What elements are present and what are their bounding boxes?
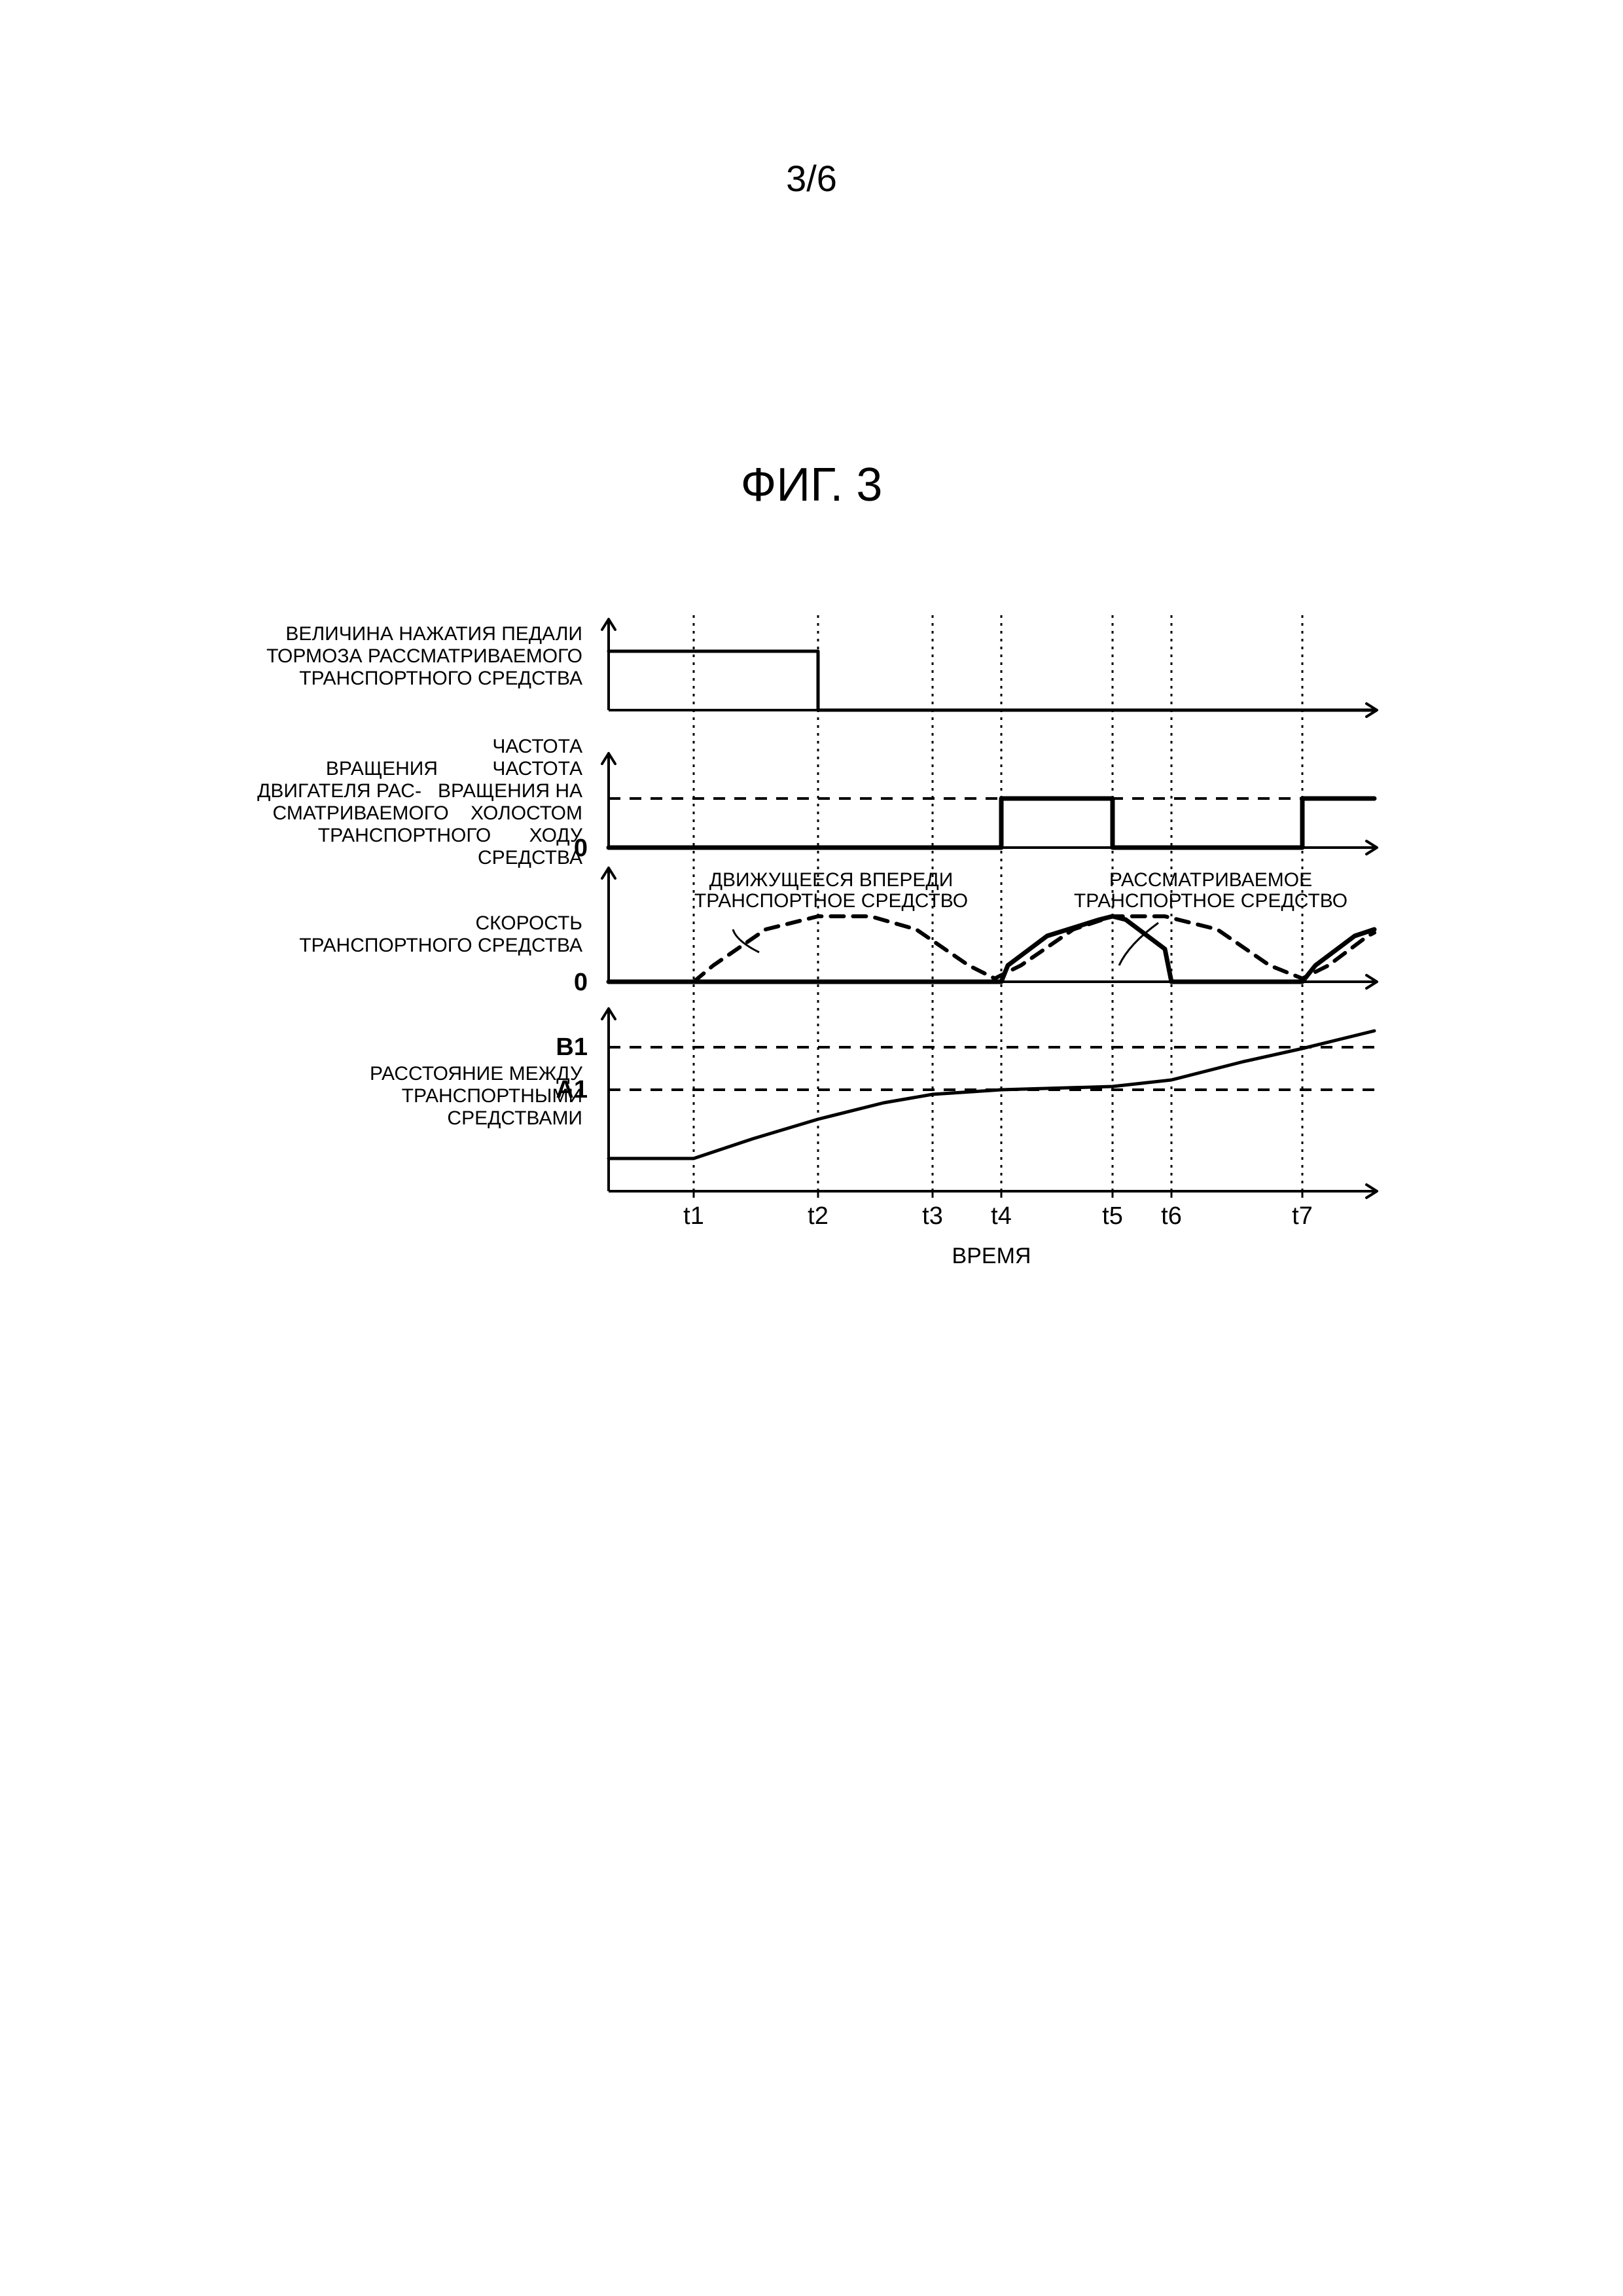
- y-axis-label: СРЕДСТВАМИ: [447, 1107, 582, 1129]
- inline-label: ДВИЖУЩЕЕСЯ ВПЕРЕДИ: [709, 869, 954, 891]
- time-tick-label: t1: [683, 1202, 704, 1230]
- y-axis-label: ТРАНСПОРТНОГО СРЕДСТВА: [299, 935, 582, 956]
- trace-distance-solid: [609, 1031, 1374, 1158]
- ref-label: B1: [556, 1033, 588, 1061]
- y-axis-label: ДВИГАТЕЛЯ РАС- ВРАЩЕНИЯ НА: [257, 780, 582, 802]
- trace-brake-solid: [609, 651, 1374, 710]
- time-tick-label: t2: [808, 1202, 829, 1230]
- time-tick-label: t7: [1292, 1202, 1313, 1230]
- zero-label: 0: [574, 969, 588, 996]
- inline-label: РАССМАТРИВАЕМОЕ: [1109, 869, 1312, 891]
- y-axis-label: СКОРОСТЬ: [475, 912, 582, 934]
- trace-speed-solid: [609, 916, 1374, 982]
- time-tick-label: t4: [991, 1202, 1012, 1230]
- time-tick-label: t3: [922, 1202, 943, 1230]
- zero-label: 0: [574, 834, 588, 862]
- chart-svg: ВЕЛИЧИНА НАЖАТИЯ ПЕДАЛИТОРМОЗА РАССМАТРИ…: [164, 602, 1440, 1355]
- inline-label: ТРАНСПОРТНОЕ СРЕДСТВО: [1074, 890, 1347, 912]
- y-axis-label: ЧАСТОТА: [492, 736, 582, 757]
- x-axis-label: ВРЕМЯ: [952, 1244, 1031, 1268]
- timing-chart: ВЕЛИЧИНА НАЖАТИЯ ПЕДАЛИТОРМОЗА РАССМАТРИ…: [164, 602, 1440, 1358]
- time-tick-label: t5: [1102, 1202, 1123, 1230]
- y-axis-label: ТРАНСПОРТНОГО СРЕДСТВА: [299, 668, 582, 689]
- y-axis-label: СРЕДСТВА: [478, 847, 582, 869]
- y-axis-label: СМАТРИВАЕМОГО ХОЛОСТОМ: [273, 802, 582, 824]
- y-axis-label: ТРАНСПОРТНОГО ХОДУ: [318, 825, 583, 846]
- y-axis-label: РАССТОЯНИЕ МЕЖДУ: [370, 1063, 583, 1085]
- trace-speed-dash-heavy: [694, 916, 1374, 982]
- y-axis-label: ТОРМОЗА РАССМАТРИВАЕМОГО: [266, 645, 582, 667]
- y-axis-label: ВЕЛИЧИНА НАЖАТИЯ ПЕДАЛИ: [285, 623, 582, 645]
- ref-label: A1: [556, 1076, 588, 1103]
- page-number: 3/6: [0, 157, 1623, 200]
- y-axis-label: ВРАЩЕНИЯ ЧАСТОТА: [326, 758, 582, 780]
- figure-title: ФИГ. 3: [0, 458, 1623, 512]
- time-tick-label: t6: [1161, 1202, 1182, 1230]
- trace-rpm-solid: [609, 798, 1374, 848]
- inline-label: ТРАНСПОРТНОЕ СРЕДСТВО: [694, 890, 968, 912]
